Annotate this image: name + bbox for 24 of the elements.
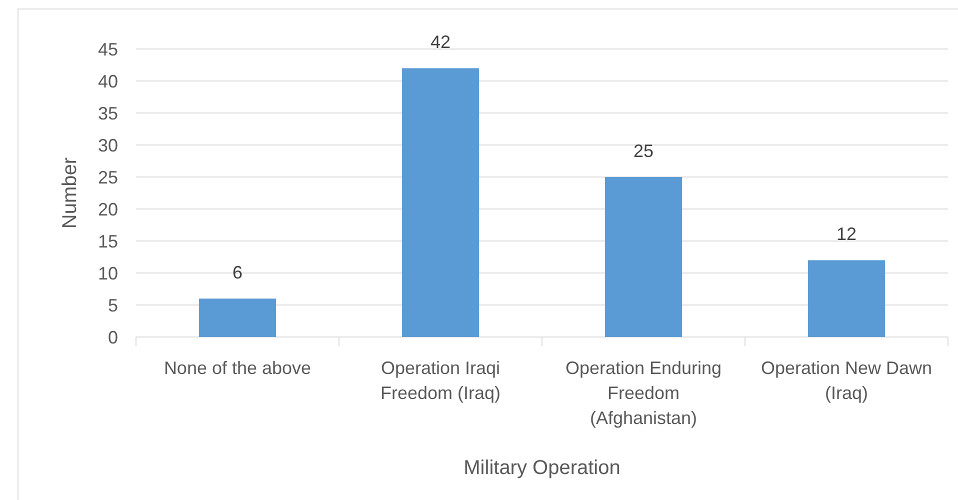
y-tick-label: 30 xyxy=(98,135,118,156)
x-tick-label: Operation Iraqi Freedom (Iraq) xyxy=(380,358,501,403)
y-tick-label: 0 xyxy=(108,327,118,348)
x-axis-title: Military Operation xyxy=(464,457,620,479)
y-tick-label: 40 xyxy=(98,71,118,92)
y-tick-label: 20 xyxy=(98,199,118,220)
x-tick-label: Operation Enduring Freedom (Afghanistan) xyxy=(565,358,722,428)
y-tick-label: 15 xyxy=(98,231,118,252)
bar xyxy=(198,298,276,337)
data-label: 25 xyxy=(633,141,654,161)
data-label: 6 xyxy=(232,262,243,283)
y-tick-label: 5 xyxy=(108,295,118,316)
bar xyxy=(808,260,886,337)
x-tick-label: None of the above xyxy=(164,358,312,378)
data-label: 12 xyxy=(836,224,857,244)
y-tick-label: 45 xyxy=(98,39,118,60)
y-tick-label: 10 xyxy=(98,263,118,284)
x-tick-label: Operation New Dawn (Iraq) xyxy=(760,358,932,403)
data-label: 42 xyxy=(430,32,451,52)
y-axis-title: Number xyxy=(59,157,81,229)
bar xyxy=(604,177,682,337)
y-tick-label: 25 xyxy=(98,167,118,188)
bar xyxy=(402,68,480,337)
y-tick-label: 35 xyxy=(98,103,118,124)
